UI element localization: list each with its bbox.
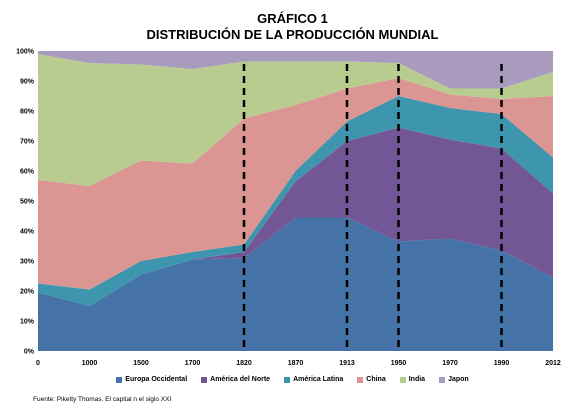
legend-item: China <box>357 376 386 383</box>
legend-item: India <box>399 376 426 383</box>
y-tick-label: 20% <box>20 289 35 296</box>
legend-label: India <box>408 376 426 383</box>
source-note: Fuente: Piketty Thomas. El capital n el … <box>33 396 172 403</box>
chart-title-line2: DISTRIBUCIÓN DE LA PRODUCCIÓN MUNDIAL <box>146 27 439 42</box>
y-tick-label: 70% <box>20 139 35 146</box>
area-américa-del-norte <box>38 127 553 306</box>
legend-label: China <box>366 376 386 383</box>
x-tick-label: 1000 <box>82 360 98 367</box>
area-india <box>38 54 553 186</box>
plot-areas <box>38 51 553 351</box>
x-tick-label: 1913 <box>339 360 355 367</box>
x-axis-ticks: 0 1000 1500 1700 1820 1870 1913 1950 1970 1990 201… <box>36 360 561 367</box>
area-japon <box>38 51 553 89</box>
chart-title-line1: GRÁFICO 1 <box>257 11 328 26</box>
legend-swatch <box>284 376 291 383</box>
y-tick-label: 60% <box>20 169 35 176</box>
x-tick-label: 1950 <box>391 360 407 367</box>
legend-item: Europa Occidental <box>116 376 187 383</box>
legend-swatch <box>399 376 406 383</box>
legend-item: América del Norte <box>201 376 270 383</box>
y-tick-label: 10% <box>20 319 35 326</box>
legend-swatch <box>357 376 364 383</box>
area-china <box>38 78 553 290</box>
x-tick-label: 0 <box>36 360 40 367</box>
y-tick-label: 100% <box>16 49 35 56</box>
x-tick-label: 1820 <box>236 360 252 367</box>
y-axis-ticks: 0% 10% 20% 30% 40% 50% 60% 70% 80% 90% 100% <box>16 49 35 356</box>
y-tick-label: 50% <box>20 199 35 206</box>
legend-swatch <box>116 376 123 383</box>
x-tick-label: 1990 <box>494 360 510 367</box>
x-tick-label: 1500 <box>133 360 149 367</box>
legend-item: Japon <box>439 376 469 383</box>
y-tick-label: 30% <box>20 259 35 266</box>
legend-swatch <box>201 376 208 383</box>
x-tick-label: 1970 <box>442 360 458 367</box>
legend-item: América Latina <box>284 376 343 383</box>
x-tick-label: 1870 <box>288 360 304 367</box>
y-tick-label: 80% <box>20 109 35 116</box>
legend-label: Japon <box>448 376 469 383</box>
legend-label: América Latina <box>293 376 344 383</box>
legend-swatch <box>439 376 446 383</box>
legend-label: América del Norte <box>210 376 271 383</box>
y-tick-label: 90% <box>20 79 35 86</box>
y-tick-label: 40% <box>20 229 35 236</box>
legend-label: Europa Occidental <box>125 376 188 383</box>
y-tick-label: 0% <box>24 349 35 356</box>
x-tick-label: 2012 <box>545 360 561 367</box>
area-europa-occidental <box>38 217 553 351</box>
legend: Europa Occidental América del Norte Améric… <box>0 376 585 383</box>
x-tick-label: 1700 <box>185 360 201 367</box>
